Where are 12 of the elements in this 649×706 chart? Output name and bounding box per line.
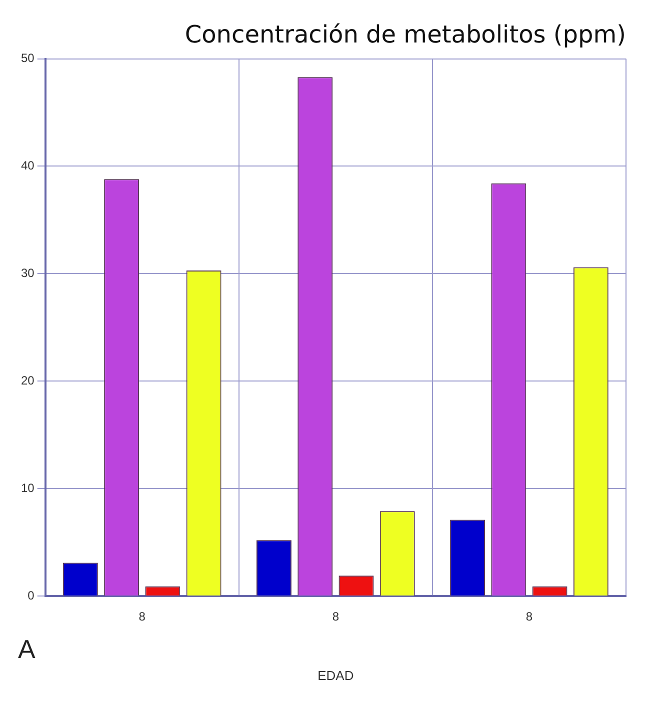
- y-tick-label: 30: [20, 266, 35, 280]
- y-tick-label: 10: [20, 480, 35, 495]
- x-axis-title: EDAD: [318, 668, 354, 683]
- y-tick-label: 0: [28, 588, 35, 602]
- y-tick-label: 20: [20, 373, 35, 388]
- text: A: [18, 634, 36, 664]
- x-tick-label: 8: [526, 610, 533, 624]
- x-tick-label: 8: [332, 610, 340, 624]
- chart-title: Concentración de metabolitos (ppm): [184, 20, 626, 49]
- y-tick-label: 50: [20, 51, 35, 66]
- x-tick-label: 8: [138, 610, 146, 624]
- y-tick-label: 40: [20, 158, 35, 173]
